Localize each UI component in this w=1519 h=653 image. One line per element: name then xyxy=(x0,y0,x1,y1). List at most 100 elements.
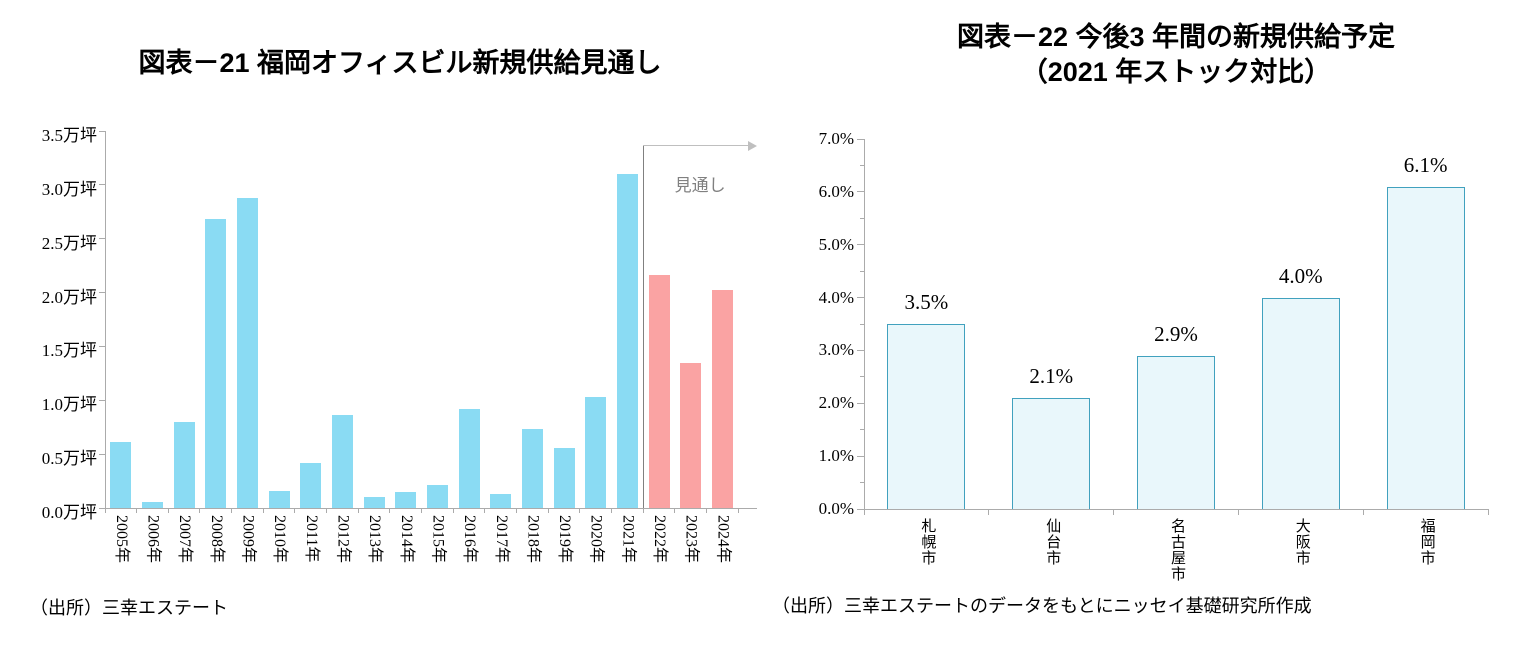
x-axis-tick xyxy=(706,508,708,513)
x-tick-label: 2019年 xyxy=(556,515,574,564)
bar-仙台市 xyxy=(1012,398,1091,509)
forecast-separator-line xyxy=(643,145,645,508)
y-tick-label: 1.5万坪 xyxy=(41,341,97,361)
bar-札幌市 xyxy=(887,324,966,509)
x-tick-label: 2020年 xyxy=(587,515,605,564)
bar-2013年 xyxy=(363,497,385,508)
bar-2022年 xyxy=(648,275,670,508)
x-tick-label: 仙台市 xyxy=(1044,518,1062,566)
bar-2023年 xyxy=(680,362,702,508)
x-axis-tick xyxy=(357,508,359,513)
y-tick-label: 3.0万坪 xyxy=(41,179,97,199)
x-tick-label: 2024年 xyxy=(714,515,732,564)
y-tick-label: 1.0% xyxy=(818,446,854,466)
x-axis-tick xyxy=(104,508,106,513)
x-tick-label: 2013年 xyxy=(366,515,384,564)
x-axis-tick xyxy=(326,508,328,513)
y-axis-tick xyxy=(99,399,105,401)
y-axis-minor-tick xyxy=(860,217,864,219)
x-axis-tick xyxy=(231,508,233,513)
figure-22-plot: 0.0% 1.0% 2.0% 3.0% 4.0% 5.0% 6.0% 7.0% 3.5% 札幌市 2… xyxy=(819,129,1489,582)
bar-2016年 xyxy=(458,408,480,508)
bar-大阪市 xyxy=(1261,297,1340,509)
x-axis-tick xyxy=(452,508,454,513)
x-axis-tick xyxy=(674,508,676,513)
forecast-annotation: 見通し xyxy=(674,176,726,195)
forecast-arrow-head-icon xyxy=(748,140,757,151)
x-axis-tick xyxy=(136,508,138,513)
y-tick-label: 0.0% xyxy=(818,499,854,518)
y-axis-tick xyxy=(857,349,864,351)
y-tick-label: 2.0万坪 xyxy=(41,287,97,307)
x-axis-tick xyxy=(484,508,486,513)
y-axis-line xyxy=(105,131,106,508)
bar-2005年 xyxy=(110,442,132,508)
x-tick-label: 2023年 xyxy=(682,515,700,564)
bar-2017年 xyxy=(490,493,512,508)
x-axis-tick xyxy=(611,508,613,513)
x-tick-label: 2017年 xyxy=(492,515,510,564)
x-axis-tick xyxy=(1237,509,1239,515)
x-axis-line xyxy=(105,508,757,509)
y-tick-label: 3.5万坪 xyxy=(41,126,97,145)
y-tick-label: 2.5万坪 xyxy=(41,233,97,253)
forecast-arrow-line xyxy=(643,145,749,146)
x-tick-label: 2012年 xyxy=(334,515,352,564)
x-tick-label: 2018年 xyxy=(524,515,542,564)
y-tick-label: 3.0% xyxy=(818,340,854,360)
bar-2014年 xyxy=(395,491,417,508)
x-tick-label: 2014年 xyxy=(397,515,415,564)
x-axis-tick xyxy=(199,508,201,513)
y-tick-label: 0.5万坪 xyxy=(41,449,97,469)
y-axis-minor-tick xyxy=(860,270,864,272)
x-tick-label: 2021年 xyxy=(619,515,637,564)
x-axis-tick xyxy=(579,508,581,513)
x-tick-label: 2015年 xyxy=(429,515,447,564)
figure-22-title-line1: 図表－22 今後3 年間の新規供給予定 xyxy=(956,22,1396,52)
x-axis-tick xyxy=(1362,509,1364,515)
x-axis-line xyxy=(864,509,1488,510)
bar-2008年 xyxy=(205,219,227,508)
y-axis-line xyxy=(864,139,865,509)
figure-21-source: （出所）三幸エステート xyxy=(30,598,228,618)
x-tick-label: 2011年 xyxy=(302,515,320,563)
x-tick-label: 名古屋市 xyxy=(1169,518,1186,582)
x-tick-label: 2009年 xyxy=(239,515,257,564)
bar-2024年 xyxy=(711,290,733,508)
y-tick-label: 5.0% xyxy=(818,234,854,254)
y-axis-minor-tick xyxy=(860,429,864,431)
bar-2007年 xyxy=(173,421,195,508)
y-axis-minor-tick xyxy=(860,376,864,378)
bar-2006年 xyxy=(141,501,163,508)
bar-data-label: 2.9% xyxy=(1154,321,1198,346)
bar-data-label: 2.1% xyxy=(1029,364,1074,388)
y-axis-tick xyxy=(857,191,864,193)
x-tick-label: 福岡市 xyxy=(1418,518,1436,566)
x-tick-label: 大阪市 xyxy=(1293,518,1311,566)
x-axis-tick xyxy=(294,508,296,513)
x-axis-tick xyxy=(421,508,423,513)
x-tick-label: 2010年 xyxy=(271,515,289,564)
y-axis-tick xyxy=(857,297,864,299)
x-axis-tick xyxy=(547,508,549,513)
bar-2019年 xyxy=(553,447,575,508)
x-axis-tick xyxy=(167,508,169,513)
x-axis-tick xyxy=(262,508,264,513)
figure-21-plot: 0.0万坪 0.5万坪 1.0万坪 1.5万坪 2.0万坪 2.5万坪 3.0万坪 3.5万坪… xyxy=(42,126,757,563)
x-tick-label: 2006年 xyxy=(144,515,162,564)
x-axis-tick xyxy=(863,509,865,515)
y-axis-tick xyxy=(857,244,864,246)
y-axis-tick xyxy=(857,508,864,510)
x-tick-label: 2008年 xyxy=(207,515,225,564)
bar-data-label: 3.5% xyxy=(904,290,949,314)
y-tick-label: 1.0万坪 xyxy=(41,395,97,415)
x-axis-tick xyxy=(642,508,644,513)
x-tick-label: 札幌市 xyxy=(919,518,937,566)
y-axis-tick xyxy=(857,455,864,457)
y-axis-tick xyxy=(99,292,105,294)
bar-2018年 xyxy=(521,429,543,508)
x-axis-tick xyxy=(988,509,990,515)
y-axis-tick xyxy=(99,507,105,509)
figure-22-source: （出所）三幸エステートのデータをもとにニッセイ基礎研究所作成 xyxy=(772,596,1312,616)
bar-名古屋市 xyxy=(1137,355,1215,509)
